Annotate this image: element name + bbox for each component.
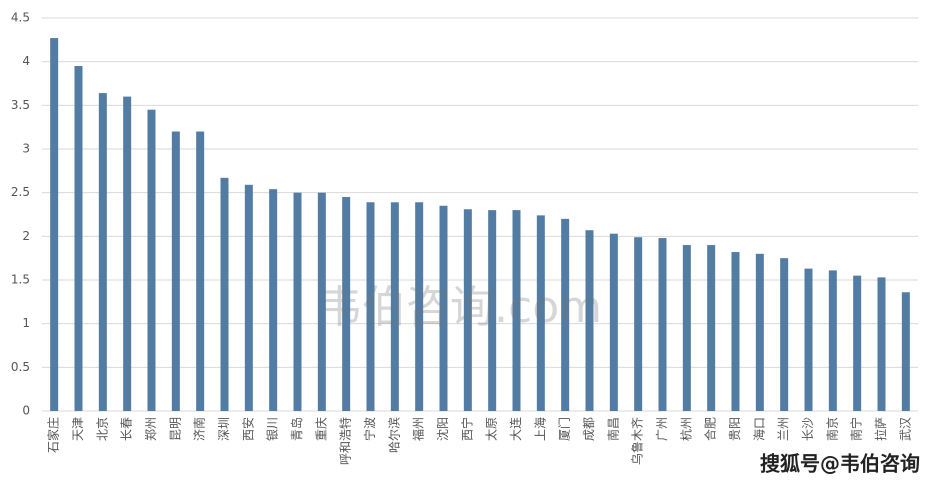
bar [366,202,375,411]
bar [390,202,399,411]
watermark: 韦伯咨询.com [318,282,602,333]
y-tick-label: 0 [22,404,30,418]
x-tick-label: 长沙 [801,417,815,441]
bar [780,258,789,411]
bar [585,230,594,411]
y-tick-label: 4 [22,54,30,68]
bar [463,209,472,411]
bar [755,253,764,411]
x-tick-label: 太原 [484,417,499,441]
y-tick-label: 1.5 [11,273,30,287]
y-tick-label: 3 [22,142,30,156]
x-tick-label: 南京 [824,417,839,441]
bar [536,215,545,411]
bar [244,184,253,411]
bar [171,131,180,412]
y-tick-label: 0.5 [11,360,30,374]
x-tick-label: 哈尔滨 [386,417,401,453]
y-tick-label: 2 [22,229,30,243]
bar [901,292,910,411]
x-tick-label: 重庆 [314,417,328,441]
y-tick-label: 3.5 [11,98,30,112]
x-tick-label: 合肥 [703,417,718,441]
x-tick-label: 乌鲁木齐 [630,417,645,465]
bar [682,245,691,411]
x-tick-label: 杭州 [678,417,693,441]
y-tick-label: 1 [22,316,30,330]
y-tick-label: 2.5 [11,185,30,199]
x-tick-label: 济南 [192,417,207,441]
x-tick-label: 西宁 [459,417,474,441]
x-tick-label: 宁波 [362,417,377,441]
bar [196,131,205,412]
bar [634,237,643,411]
x-tick-label: 贵阳 [728,417,742,441]
x-tick-label: 福州 [411,417,426,441]
bar [488,210,497,411]
bar [707,245,716,411]
x-tick-label: 兰州 [777,417,791,441]
bar [415,202,424,411]
x-tick-label: 南昌 [605,417,620,441]
bar [50,38,59,411]
x-tick-label: 银川 [266,417,280,441]
bar [804,268,813,411]
x-tick-label: 厦门 [557,417,572,441]
bar [512,210,521,411]
bar [439,205,448,411]
x-tick-label: 北京 [95,417,109,441]
x-tick-label: 大连 [508,417,523,441]
x-tick-label: 上海 [532,417,547,441]
x-tick-label: 长春 [120,417,134,441]
x-tick-label: 沈阳 [435,417,450,441]
bar [147,109,156,411]
bar [317,192,326,411]
x-tick-label: 石家庄 [46,417,61,453]
bar [853,275,862,411]
x-tick-label: 呼和浩特 [338,417,353,465]
y-tick-label: 4.5 [11,11,30,25]
bar [98,93,107,412]
x-tick-label: 天津 [71,417,85,441]
x-tick-label: 西安 [240,417,255,441]
bar [877,277,886,411]
x-tick-label: 昆明 [168,417,182,441]
bar [828,270,837,411]
bar [561,218,570,411]
bar [658,238,667,411]
bar [609,233,618,411]
bar [342,197,351,411]
watermark: 搜狐号@韦伯咨询 [760,452,920,476]
x-tick-label: 海口 [751,417,766,441]
x-tick-label: 拉萨 [873,417,888,441]
bar [293,192,302,411]
x-tick-label: 广州 [655,417,669,441]
x-tick-label: 武汉 [898,417,912,441]
bar [123,96,132,411]
bar [74,66,83,412]
x-tick-label: 南宁 [849,417,864,441]
bar [269,189,278,411]
bar [731,252,740,411]
x-tick-label: 青岛 [289,417,304,441]
bar [220,177,229,411]
x-tick-label: 郑州 [143,417,158,441]
x-tick-label: 成都 [582,417,596,441]
x-tick-label: 深圳 [217,417,231,441]
